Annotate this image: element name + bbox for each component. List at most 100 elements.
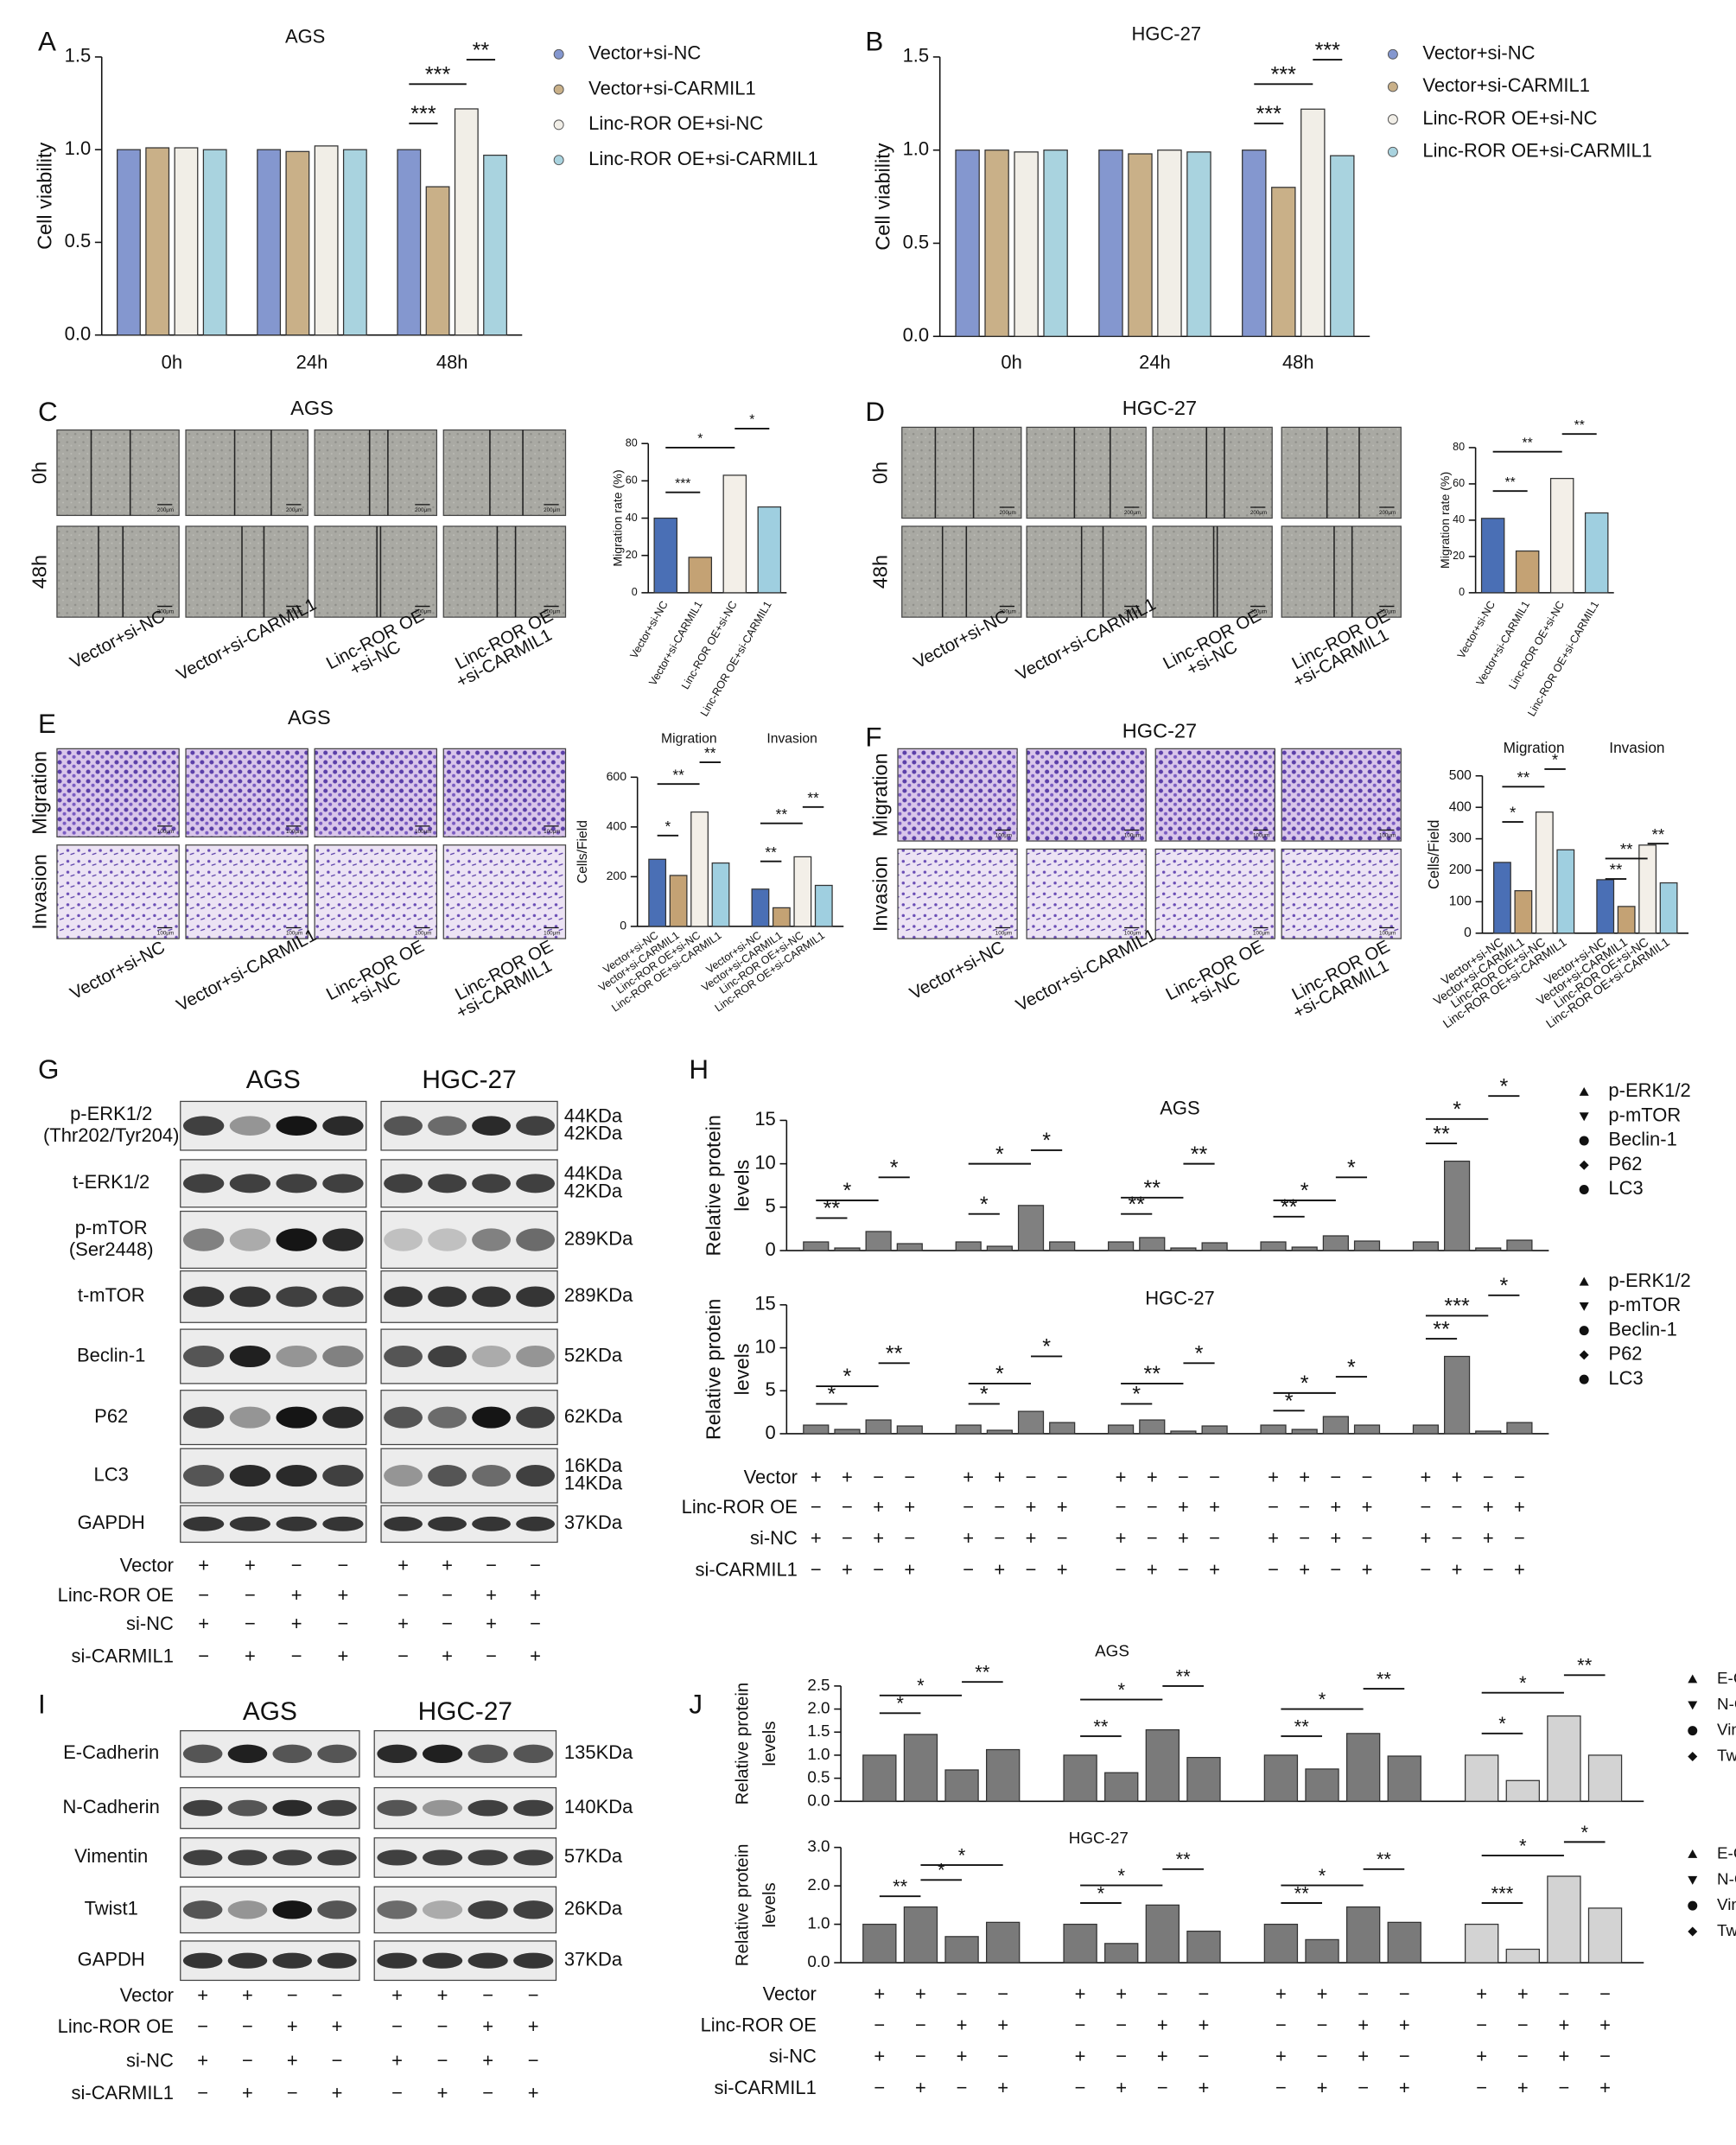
kda-label: 26KDa <box>564 1898 623 1919</box>
bar <box>834 1247 861 1251</box>
significance-label: * <box>843 1179 852 1203</box>
condition-sign: − <box>1275 2015 1287 2036</box>
y-tick-label: 1.5 <box>807 1722 830 1740</box>
condition-sign: + <box>1275 1983 1287 2005</box>
protein-label: Twist1 <box>85 1898 138 1919</box>
blot-band <box>227 1799 268 1817</box>
condition-sign: − <box>1275 2077 1287 2098</box>
significance-label: * <box>958 1844 966 1866</box>
legend-label: Beclin-1 <box>1608 1318 1676 1340</box>
condition-sign: − <box>1209 1527 1220 1549</box>
micrograph <box>185 525 308 618</box>
blot-band <box>384 1174 423 1193</box>
bar <box>1145 1904 1180 1964</box>
kda-label: 44KDa <box>564 1162 623 1184</box>
significance-label: * <box>1510 804 1517 822</box>
y-axis-label: Relative protein <box>733 1844 752 1967</box>
condition-sign: + <box>1299 1467 1310 1488</box>
bar <box>1170 1430 1197 1435</box>
condition-sign: + <box>1330 1496 1341 1518</box>
bar <box>955 1424 982 1435</box>
condition-sign: + <box>1452 1558 1463 1580</box>
legend-marker <box>1579 1184 1589 1194</box>
blot-band <box>377 1744 417 1764</box>
legend-label: LC3 <box>1608 1367 1643 1389</box>
condition-sign: + <box>337 1645 348 1667</box>
blot-band <box>428 1345 467 1368</box>
significance-label: ** <box>1577 1655 1593 1677</box>
bar <box>1345 1733 1381 1802</box>
blot-band <box>422 1744 463 1764</box>
blot-band <box>384 1465 423 1487</box>
condition-sign: − <box>1514 1467 1525 1488</box>
y-tick-label: 0 <box>766 1422 776 1443</box>
condition-sign: − <box>1362 1527 1373 1549</box>
blot-band <box>272 1744 313 1764</box>
condition-sign: + <box>1514 1496 1525 1518</box>
significance-label: ** <box>1281 1195 1298 1219</box>
bar <box>1549 477 1574 594</box>
bar <box>1201 1242 1228 1251</box>
condition-sign: − <box>1268 1496 1279 1518</box>
legend-marker <box>1688 1875 1698 1885</box>
condition-sign: − <box>1421 1558 1432 1580</box>
bar <box>1506 1422 1533 1435</box>
condition-label: si-NC <box>769 2046 817 2067</box>
condition-label: si-CARMIL1 <box>72 1645 174 1667</box>
bar <box>1017 1410 1045 1435</box>
condition-sign: + <box>1199 2077 1210 2098</box>
micrograph <box>1281 748 1402 842</box>
scale-bar-label: 100μm <box>286 829 302 835</box>
condition-sign: − <box>442 1613 453 1634</box>
y-axis-label: levels <box>730 1160 753 1212</box>
scale-bar-label: 200μm <box>157 507 174 513</box>
bar <box>944 1936 979 1964</box>
scale-bar-label: 200μm <box>1000 608 1016 614</box>
condition-sign: + <box>337 1584 348 1606</box>
significance-label: *** <box>1271 63 1297 87</box>
blot-band <box>229 1465 271 1487</box>
significance-label: ** <box>672 766 684 783</box>
scale-bar-label: 100μm <box>995 832 1012 838</box>
condition-sign: + <box>1421 1527 1432 1549</box>
condition-sign: + <box>1358 2015 1369 2036</box>
condition-sign: + <box>1330 1527 1341 1549</box>
legend-label: Vector+si-CARMIL1 <box>588 77 756 99</box>
panel-label: E <box>38 709 56 739</box>
group-label: Migration <box>1504 739 1565 756</box>
condition-sign: + <box>1399 2015 1410 2036</box>
chart-title: AGS <box>1160 1098 1199 1119</box>
legend-marker <box>553 84 564 95</box>
blot-band <box>227 1849 268 1866</box>
significance-label: * <box>938 1860 945 1881</box>
condition-sign: − <box>391 2015 403 2037</box>
significance-label: * <box>843 1365 852 1389</box>
blot-band <box>467 1799 508 1817</box>
legend-label: Vector+si-NC <box>1422 42 1535 64</box>
condition-sign: + <box>437 1984 448 2006</box>
significance-label: * <box>665 818 671 835</box>
blot-band <box>322 1228 364 1251</box>
condition-sign: + <box>873 1496 884 1518</box>
blot-band <box>422 1900 463 1919</box>
legend-label: p-mTOR <box>1608 1104 1681 1125</box>
legend-label: Linc-ROR OE+si-NC <box>588 112 763 134</box>
blot-band <box>272 1952 313 1969</box>
condition-sign: + <box>391 2049 403 2071</box>
bar <box>1098 150 1123 337</box>
condition-sign: + <box>1075 1983 1086 2005</box>
significance-label: * <box>1498 1713 1506 1734</box>
condition-sign: − <box>1147 1496 1158 1518</box>
bar <box>425 186 450 336</box>
legend-label: Linc-ROR OE+si-CARMIL1 <box>1422 140 1652 162</box>
condition-sign: + <box>197 2049 208 2071</box>
condition-sign: − <box>842 1527 853 1549</box>
condition-sign: − <box>1517 2046 1529 2067</box>
blot-band <box>384 1406 423 1429</box>
blot-band <box>276 1174 317 1193</box>
condition-sign: − <box>1116 1558 1127 1580</box>
legend-label: p-ERK1/2 <box>1608 1079 1690 1101</box>
condition-sign: − <box>245 1613 256 1634</box>
kda-label: 44KDa <box>564 1104 623 1126</box>
